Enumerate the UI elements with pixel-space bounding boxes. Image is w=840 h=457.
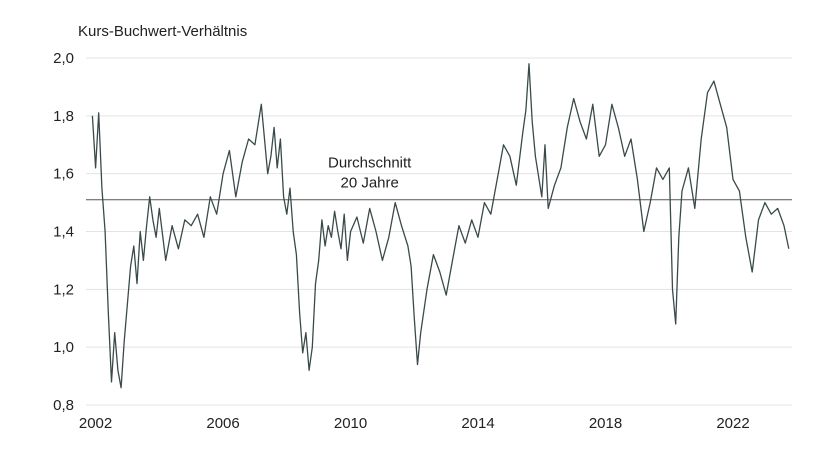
average-label-line1: Durchschnitt xyxy=(328,155,412,172)
y-tick-label: 2,0 xyxy=(53,50,74,67)
x-tick-label: 2014 xyxy=(461,415,494,432)
series-layer xyxy=(91,63,790,389)
x-tick-label: 2006 xyxy=(206,415,239,432)
y-axis-title: Kurs-Buchwert-Verhältnis xyxy=(78,23,247,40)
y-tick-label: 1,0 xyxy=(53,339,74,356)
y-tick-labels: 0,8 1,0 1,2 1,4 1,6 1,8 2,0 xyxy=(53,50,74,414)
x-tick-labels: 2002 2006 2010 2014 2018 2022 xyxy=(79,415,750,432)
grid-lines xyxy=(86,57,792,406)
x-tick-label: 2002 xyxy=(79,415,112,432)
y-tick-label: 1,6 xyxy=(53,166,74,183)
y-tick-label: 1,4 xyxy=(53,224,74,241)
y-tick-label: 1,2 xyxy=(53,281,74,298)
series-line-0 xyxy=(91,63,790,389)
x-tick-label: 2022 xyxy=(716,415,749,432)
average-label-line2: 20 Jahre xyxy=(340,175,398,192)
y-tick-label: 1,8 xyxy=(53,108,74,125)
x-tick-label: 2018 xyxy=(589,415,622,432)
y-tick-label: 0,8 xyxy=(53,397,74,414)
x-tick-label: 2010 xyxy=(334,415,367,432)
